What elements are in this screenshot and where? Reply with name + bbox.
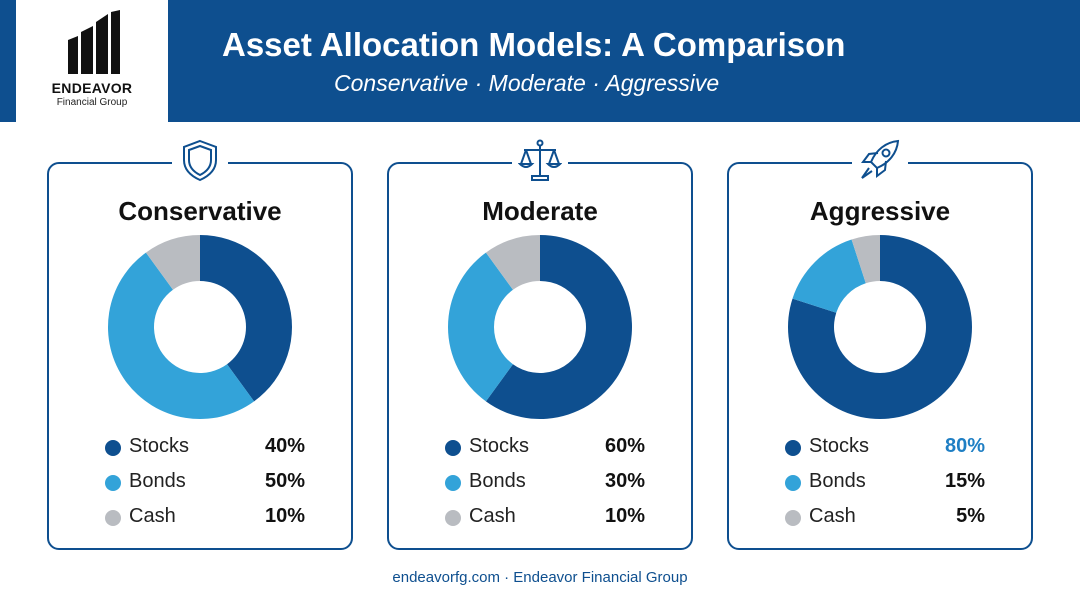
legend-value: 10% xyxy=(604,505,645,527)
legend-dot-stocks xyxy=(105,440,121,456)
legend-dot-bonds xyxy=(445,475,461,491)
page-subtitle: Conservative · Moderate · Aggressive xyxy=(334,70,720,96)
donut-segment-bonds xyxy=(108,252,255,419)
legend-label: Stocks xyxy=(129,435,190,457)
header-banner: ENDEAVOR Financial Group Asset Allocatio… xyxy=(0,0,1080,122)
legend-label: Bonds xyxy=(469,470,526,492)
legend-row-bonds: Bonds 50% xyxy=(105,469,305,504)
rocket-icon xyxy=(861,139,900,179)
card-icon xyxy=(512,138,568,188)
card-icon xyxy=(852,138,908,188)
logo: ENDEAVOR Financial Group xyxy=(16,0,168,122)
legend-dot-stocks xyxy=(785,440,801,456)
legend-dot-cash xyxy=(445,510,461,526)
legend-value: 50% xyxy=(264,470,305,492)
page-title: Asset Allocation Models: A Comparison xyxy=(222,26,846,63)
legend-row-stocks: Stocks 60% xyxy=(445,434,645,469)
legend-dot-cash xyxy=(105,510,121,526)
card-aggressive: Aggressive Stocks 80% Bonds 15% Cash 5% xyxy=(727,138,1033,550)
logo-tagline: Financial Group xyxy=(56,97,128,108)
legend-value-highlight: 80% xyxy=(944,435,985,457)
legend-row-bonds: Bonds 30% xyxy=(445,469,645,504)
legend-value: 30% xyxy=(604,470,645,492)
legend-row-stocks: Stocks 40% xyxy=(105,434,305,469)
donut-segment-cash xyxy=(145,235,200,290)
legend-label: Stocks xyxy=(469,435,530,457)
legend-label: Bonds xyxy=(809,470,866,492)
building-icon xyxy=(68,10,120,74)
legend-row-bonds: Bonds 15% xyxy=(785,469,985,504)
legend-row-cash: Cash 10% xyxy=(105,504,305,539)
donut-chart xyxy=(448,235,632,419)
card-title: Conservative xyxy=(118,196,282,226)
legend-dot-cash xyxy=(785,510,801,526)
legend: Stocks 80% Bonds 15% Cash 5% xyxy=(785,434,985,539)
donut-segment-stocks xyxy=(200,235,292,402)
legend-dot-stocks xyxy=(445,440,461,456)
donut-chart xyxy=(788,235,972,420)
donut-segment-stocks xyxy=(788,235,972,420)
donut-segment-cash xyxy=(851,235,880,284)
shield-icon xyxy=(183,139,217,182)
legend-value: 60% xyxy=(604,435,645,457)
logo-name: ENDEAVOR xyxy=(51,80,133,96)
legend-row-cash: Cash 5% xyxy=(785,504,985,539)
donut-chart xyxy=(108,235,292,419)
legend-value: 5% xyxy=(956,505,985,527)
legend-label: Cash xyxy=(809,505,856,527)
scales-icon xyxy=(518,139,562,181)
legend: Stocks 60% Bonds 30% Cash 10% xyxy=(445,434,645,539)
donut-segment-stocks xyxy=(485,235,632,419)
legend: Stocks 40% Bonds 50% Cash 10% xyxy=(105,434,305,539)
footer-text: endeavorfg.com · Endeavor Financial Grou… xyxy=(392,569,688,586)
donut-segment-bonds xyxy=(448,252,513,402)
legend-value: 40% xyxy=(264,435,305,457)
legend-value: 10% xyxy=(264,505,305,527)
legend-label: Stocks xyxy=(809,435,870,457)
card-icon xyxy=(172,138,228,188)
legend-label: Bonds xyxy=(129,470,186,492)
card-title: Aggressive xyxy=(809,196,951,226)
donut-segment-cash xyxy=(485,235,540,290)
legend-label: Cash xyxy=(129,505,176,527)
legend-row-cash: Cash 10% xyxy=(445,504,645,539)
legend-value: 15% xyxy=(944,470,985,492)
donut-segment-bonds xyxy=(792,239,866,313)
legend-dot-bonds xyxy=(785,475,801,491)
legend-label: Cash xyxy=(469,505,516,527)
legend-dot-bonds xyxy=(105,475,121,491)
card-conservative: Conservative Stocks 40% Bonds 50% Cash 1… xyxy=(47,138,353,550)
card-title: Moderate xyxy=(482,196,598,226)
card-moderate: Moderate Stocks 60% Bonds 30% Cash 10% xyxy=(387,138,693,550)
legend-row-stocks: Stocks 80% xyxy=(785,434,985,469)
